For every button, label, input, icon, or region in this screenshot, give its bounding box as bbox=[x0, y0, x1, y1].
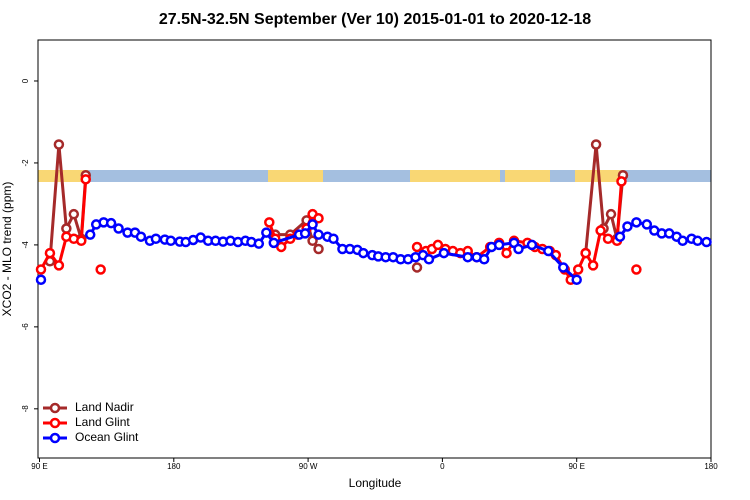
point bbox=[165, 235, 177, 247]
point bbox=[299, 228, 311, 239]
point bbox=[35, 274, 47, 285]
point bbox=[641, 219, 653, 230]
point bbox=[571, 274, 582, 285]
point bbox=[53, 260, 65, 271]
point bbox=[631, 217, 642, 228]
point bbox=[268, 237, 280, 249]
map-strip bbox=[38, 170, 711, 182]
point bbox=[616, 176, 627, 187]
point bbox=[135, 231, 147, 242]
point bbox=[526, 239, 538, 251]
legend-marker bbox=[49, 417, 61, 429]
point bbox=[264, 217, 275, 228]
point bbox=[53, 139, 65, 150]
y-axis-label: XCO2 - MLO trend (ppm) bbox=[0, 182, 14, 317]
y-tick-label: 0 bbox=[21, 78, 30, 83]
point bbox=[95, 264, 106, 275]
point bbox=[692, 235, 703, 247]
point bbox=[677, 235, 688, 247]
point bbox=[411, 262, 423, 273]
point bbox=[701, 236, 712, 248]
x-tick-label: 0 bbox=[440, 462, 445, 471]
point bbox=[631, 264, 642, 275]
point bbox=[501, 247, 512, 259]
point bbox=[462, 251, 474, 263]
legend-label: Land Glint bbox=[75, 415, 130, 429]
point bbox=[313, 229, 324, 240]
point bbox=[61, 223, 72, 234]
point bbox=[595, 225, 606, 236]
point bbox=[113, 223, 124, 234]
point bbox=[307, 235, 318, 247]
point bbox=[76, 235, 87, 247]
point bbox=[261, 227, 272, 238]
point bbox=[602, 233, 614, 245]
x-tick-label: 180 bbox=[704, 462, 718, 471]
point bbox=[35, 264, 47, 275]
x-tick-label: 180 bbox=[167, 462, 181, 471]
x-axis-label: Longitude bbox=[349, 476, 402, 490]
legend-label: Ocean Glint bbox=[75, 430, 139, 444]
y-tick-label: -2 bbox=[21, 159, 30, 167]
point bbox=[84, 229, 96, 240]
x-tick-label: 90 E bbox=[568, 462, 584, 471]
point bbox=[432, 239, 444, 251]
point bbox=[44, 247, 56, 259]
point bbox=[438, 247, 450, 259]
point bbox=[590, 139, 602, 150]
point bbox=[513, 243, 524, 255]
point bbox=[587, 260, 599, 271]
point bbox=[307, 219, 318, 230]
legend-marker bbox=[49, 402, 61, 414]
legend-marker bbox=[49, 432, 61, 444]
y-tick-label: -6 bbox=[21, 323, 30, 331]
point bbox=[543, 245, 554, 257]
x-tick-label: 90 E bbox=[31, 462, 47, 471]
point bbox=[80, 174, 92, 185]
point bbox=[605, 208, 617, 220]
point bbox=[275, 241, 287, 253]
y-tick-label: -8 bbox=[21, 405, 30, 413]
point bbox=[622, 221, 633, 232]
point bbox=[580, 247, 591, 259]
point bbox=[572, 264, 584, 275]
plot-frame bbox=[37, 39, 712, 459]
point bbox=[358, 247, 369, 259]
point bbox=[558, 262, 569, 273]
point bbox=[105, 217, 117, 229]
point bbox=[328, 233, 339, 245]
point bbox=[150, 233, 162, 245]
legend-label: Land Nadir bbox=[75, 400, 134, 414]
point bbox=[423, 253, 435, 265]
point bbox=[493, 239, 505, 251]
point bbox=[68, 208, 80, 220]
point bbox=[313, 243, 324, 255]
chart-title: 27.5N-32.5N September (Ver 10) 2015-01-0… bbox=[159, 11, 591, 28]
point bbox=[253, 238, 265, 249]
point bbox=[411, 241, 423, 253]
x-tick-label: 90 W bbox=[299, 462, 318, 471]
y-tick-label: -4 bbox=[21, 241, 30, 249]
point bbox=[478, 253, 490, 265]
point bbox=[614, 231, 626, 242]
point bbox=[313, 213, 324, 224]
